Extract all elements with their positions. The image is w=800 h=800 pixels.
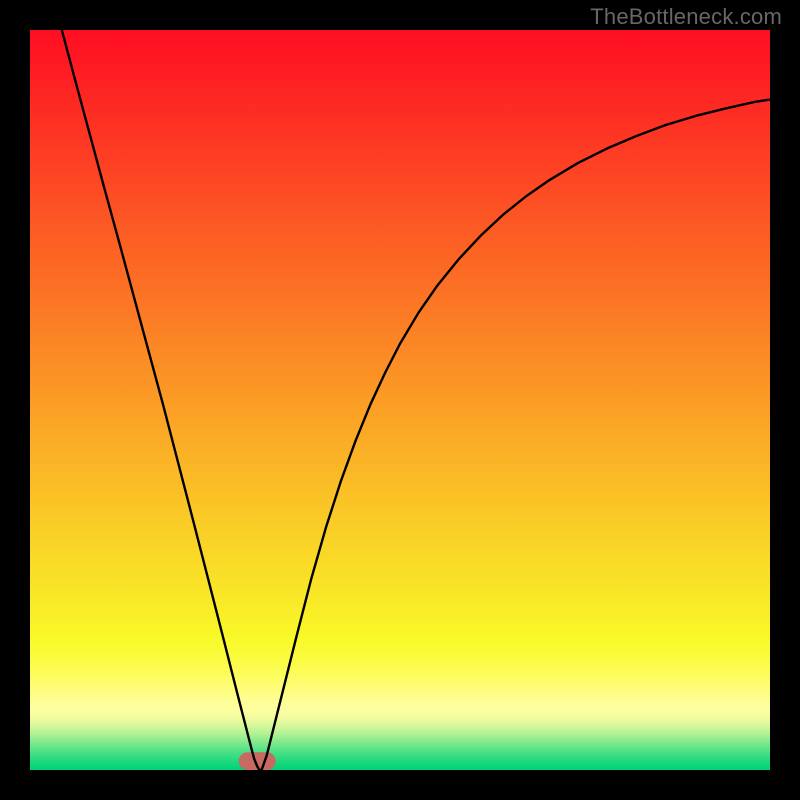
plot-area — [30, 30, 770, 770]
gradient-background — [30, 30, 770, 770]
image-root: TheBottleneck.com — [0, 0, 800, 800]
watermark-text: TheBottleneck.com — [590, 4, 782, 30]
chart-svg — [30, 30, 770, 770]
